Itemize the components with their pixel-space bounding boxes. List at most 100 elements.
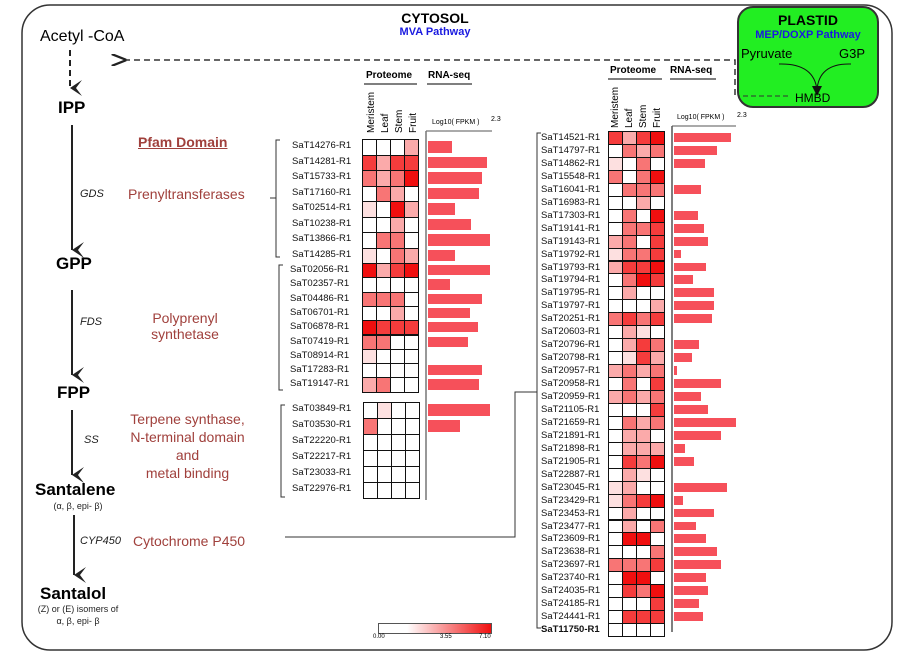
proteome-cell-leaf [622, 467, 637, 482]
scale-max: 7.10 [479, 634, 491, 640]
proteome-cell-leaf [376, 185, 391, 202]
rnaseq-bar [674, 586, 709, 596]
proteome-cell-stem [390, 216, 405, 233]
gene-id: SaT02357-R1 [290, 278, 350, 290]
rnaseq-bar [674, 236, 708, 246]
proteome-cell-meristem [608, 221, 623, 236]
gene-id: SaT03530-R1 [292, 419, 352, 430]
proteome-cell-fruit [650, 286, 665, 301]
rnaseq-bar [428, 307, 470, 319]
gene-id: SaT21105-R1 [541, 403, 600, 415]
proteome-cell-fruit [404, 216, 419, 233]
rnaseq-bar [674, 495, 684, 505]
proteome-cell-fruit [650, 493, 665, 508]
proteome-cell-stem [390, 170, 405, 187]
proteome-cell-stem [636, 390, 651, 404]
proteome-cell-leaf [377, 418, 392, 435]
rnaseq-bar [674, 314, 712, 324]
proteome-cell-fruit [650, 131, 665, 145]
proteome-cell-leaf [376, 320, 391, 336]
gene-id: SaT19793-R1 [541, 261, 601, 273]
proteome-cell-meristem [608, 273, 623, 288]
proteome-cell-stem [636, 260, 651, 275]
proteome-cell-stem [636, 247, 651, 262]
rnaseq-bar [674, 210, 699, 220]
ipp: IPP [58, 98, 86, 117]
proteome-cell-fruit [650, 208, 665, 223]
proteome-cell-stem [636, 415, 651, 430]
gene-id: SaT11750-R1 [541, 624, 600, 636]
rnaseq-bar [674, 340, 700, 350]
proteome-cell-stem [390, 291, 405, 307]
proteome-cell-fruit [404, 305, 419, 322]
proteome-cell-meristem [362, 277, 377, 293]
santalol-isomers-1: (Z) or (E) isomers of [37, 604, 119, 614]
proteome-cell-fruit [404, 363, 419, 379]
gene-id: SaT14281-R1 [292, 155, 352, 167]
proteome-cell-leaf [377, 466, 392, 483]
proteome-cell-leaf [377, 482, 392, 499]
proteome-cell-stem [391, 466, 406, 483]
proteome-cell-leaf [622, 454, 637, 469]
proteome-cell-leaf [622, 286, 637, 301]
proteome-cell-meristem [608, 480, 623, 495]
proteome-cell-stem [636, 493, 651, 508]
proteome-cell-meristem [608, 169, 623, 184]
gene-id: SaT02056-R1 [290, 264, 350, 275]
gene-id: SaT20251-R1 [541, 313, 601, 325]
proteome-cell-leaf [622, 571, 637, 586]
gene-id: SaT21905-R1 [541, 455, 601, 467]
gene-id: SaT14521-R1 [541, 132, 601, 143]
proteome-cell-fruit [650, 221, 665, 236]
pfam-domain-header: Pfam Domain [138, 134, 228, 150]
proteome-cell-stem [390, 201, 405, 218]
proteome-cell-meristem [608, 454, 623, 469]
proteome-cell-fruit [404, 170, 419, 187]
proteome-cell-meristem [363, 450, 378, 467]
rnaseq-bar [428, 218, 472, 230]
proteome-cell-meristem [608, 338, 623, 353]
proteome-cell-leaf [376, 277, 391, 293]
proteome-cell-stem [391, 434, 406, 451]
gene-id: SaT23609-R1 [541, 533, 601, 545]
gene-id: SaT23045-R1 [541, 481, 601, 493]
proteome-cell-leaf [622, 428, 637, 443]
proteome-cell-stem [636, 441, 651, 456]
proteome-cell-meristem [608, 623, 623, 638]
rnaseq-bar [674, 262, 707, 272]
domain-prenyltransferases: Prenyltransferases [128, 186, 245, 202]
gene-id: SaT19794-R1 [541, 274, 601, 286]
cyp450-connector [285, 391, 537, 538]
gene-id: SaT14797-R1 [541, 144, 601, 156]
proteome-cell-leaf [622, 377, 637, 391]
gene-id: SaT14276-R1 [292, 140, 352, 151]
proteome-cell-meristem [608, 558, 623, 573]
proteome-cell-meristem [608, 597, 623, 612]
acetyl-coa: Acetyl -CoA [40, 28, 125, 45]
proteome-cell-fruit [650, 390, 665, 404]
rnaseq-bar [428, 420, 461, 432]
gene-id: SaT21891-R1 [541, 429, 601, 441]
scale-mid: 3.55 [440, 634, 452, 640]
gene-id: SaT16041-R1 [541, 183, 601, 195]
proteome-cell-leaf [622, 597, 637, 612]
proteome-cell-meristem [608, 364, 623, 379]
gene-id: SaT08914-R1 [290, 349, 350, 361]
gene-id: SaT20957-R1 [541, 365, 601, 377]
gene-id: SaT15548-R1 [541, 170, 601, 182]
proteome-cell-meristem [608, 584, 623, 599]
rnaseq-bar [428, 265, 490, 276]
proteome-cell-stem [390, 377, 405, 393]
gene-id: SaT07419-R1 [290, 335, 350, 347]
proteome-cell-fruit [404, 320, 419, 336]
proteome-cell-meristem [608, 260, 623, 275]
rnaseq-header-right: RNA-seq [670, 65, 713, 76]
gene-id: SaT04486-R1 [290, 292, 350, 304]
proteome-cell-stem [636, 610, 651, 625]
gene-id: SaT22220-R1 [292, 435, 352, 446]
proteome-cell-meristem [608, 208, 623, 223]
proteome-cell-meristem [362, 201, 377, 218]
proteome-cell-meristem [608, 299, 623, 314]
proteome-cell-leaf [376, 263, 391, 279]
